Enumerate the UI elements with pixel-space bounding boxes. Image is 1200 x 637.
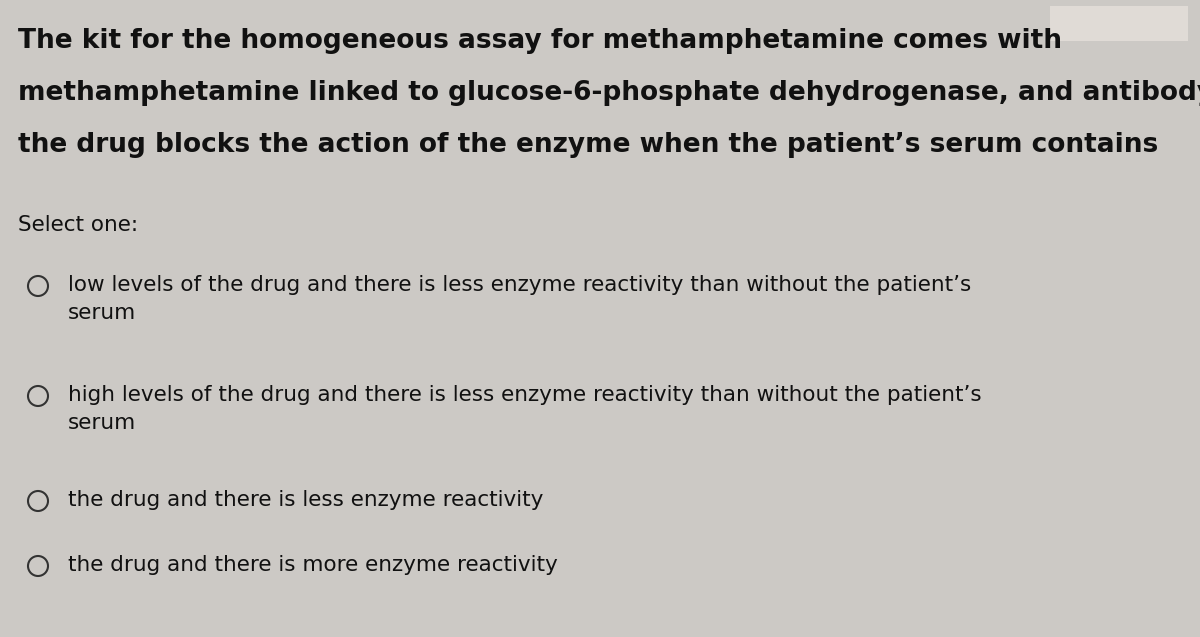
Bar xyxy=(1050,6,1188,41)
Text: methamphetamine linked to glucose-6-phosphate dehydrogenase, and antibody to: methamphetamine linked to glucose-6-phos… xyxy=(18,80,1200,106)
Text: Select one:: Select one: xyxy=(18,215,138,235)
Text: The kit for the homogeneous assay for methamphetamine comes with: The kit for the homogeneous assay for me… xyxy=(18,28,1062,54)
Text: the drug blocks the action of the enzyme when the patient’s serum contains: the drug blocks the action of the enzyme… xyxy=(18,132,1158,158)
Text: high levels of the drug and there is less enzyme reactivity than without the pat: high levels of the drug and there is les… xyxy=(68,385,982,433)
Text: the drug and there is less enzyme reactivity: the drug and there is less enzyme reacti… xyxy=(68,490,544,510)
Text: the drug and there is more enzyme reactivity: the drug and there is more enzyme reacti… xyxy=(68,555,558,575)
Text: low levels of the drug and there is less enzyme reactivity than without the pati: low levels of the drug and there is less… xyxy=(68,275,971,323)
